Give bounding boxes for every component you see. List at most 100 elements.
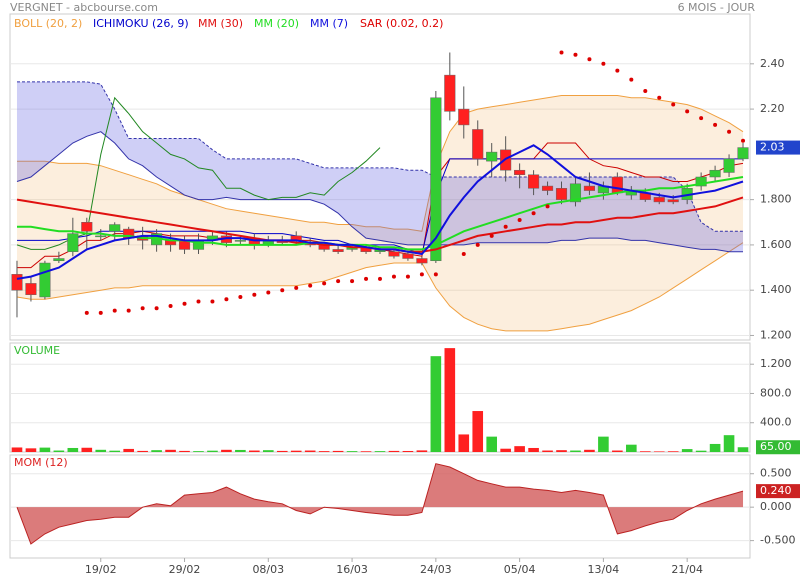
x-tick-label: 29/02 — [169, 563, 201, 576]
sar-dot — [531, 211, 536, 216]
x-tick-label: 21/04 — [671, 563, 703, 576]
volume-bar — [667, 451, 679, 452]
volume-bar — [653, 451, 665, 452]
sar-dot — [545, 204, 550, 209]
sar-dot — [280, 288, 285, 293]
volume-bar — [472, 411, 484, 452]
panel-label: MOM (12) — [14, 456, 68, 469]
sar-dot — [685, 109, 690, 114]
sar-dot — [378, 276, 382, 281]
volume-bar — [500, 448, 511, 452]
candle-body — [737, 147, 749, 160]
sar-dot — [350, 279, 355, 284]
volume-bar — [444, 348, 456, 452]
candle-body — [667, 199, 679, 203]
volume-bar — [39, 447, 51, 452]
last-volume-badge — [756, 440, 800, 455]
volume-bar — [179, 450, 190, 452]
last-price-badge — [756, 140, 800, 155]
candle-body — [583, 185, 595, 191]
volume-bar — [123, 448, 134, 452]
sar-dot — [210, 299, 215, 304]
volume-bar — [304, 450, 316, 452]
legend-entry: MM (20) — [254, 17, 299, 30]
volume-bar — [137, 450, 148, 452]
last-mom-badge — [756, 484, 800, 499]
sar-dot — [140, 306, 145, 311]
sar-dot — [489, 233, 494, 238]
volume-bar — [151, 450, 162, 452]
legend-entry: MM (30) — [198, 17, 243, 30]
volume-bar — [109, 450, 121, 452]
last-mom: 0.240 — [760, 484, 792, 497]
volume-bar — [262, 450, 274, 452]
candle-body — [723, 158, 735, 173]
last-price: 2.03 — [760, 141, 785, 154]
candle-body — [709, 169, 721, 178]
sar-dot — [475, 242, 480, 247]
volume-bar — [570, 450, 581, 452]
momentum-area — [16, 463, 744, 544]
ichimoku-cloud — [16, 81, 744, 252]
candle-body — [444, 74, 456, 112]
volume-bar — [639, 451, 651, 452]
candle-body — [695, 176, 707, 187]
volume-bar — [53, 450, 65, 452]
bollinger-upper — [17, 95, 744, 232]
kijun — [17, 158, 743, 255]
sar-dot — [573, 52, 578, 57]
volume-bar — [165, 449, 176, 452]
volume-bar — [402, 450, 414, 452]
candle-body — [39, 262, 51, 298]
volume-bar — [193, 451, 204, 452]
y-tick-label: 0.000 — [760, 500, 792, 513]
y-tick-label: 1.200 — [760, 357, 792, 370]
candle-body — [458, 108, 470, 126]
y-tick-label: 2.20 — [760, 102, 785, 115]
sar-dot — [322, 281, 327, 286]
sar-dot — [364, 276, 369, 281]
sar-dot — [336, 279, 341, 284]
x-tick-label: 13/04 — [588, 563, 620, 576]
sar-dot — [727, 129, 732, 134]
volume-bar — [276, 450, 288, 452]
sar-dot — [238, 294, 243, 299]
candle-body — [569, 183, 582, 203]
price-panel — [9, 13, 751, 341]
sar-dot — [503, 224, 508, 229]
sar-dot — [419, 272, 424, 277]
volume-bar — [416, 450, 428, 452]
candle-body — [486, 151, 498, 162]
volume-bar — [709, 443, 721, 452]
momentum-line — [16, 463, 744, 545]
candle-body — [402, 253, 414, 259]
sar-dot — [657, 95, 662, 100]
bollinger-lower — [16, 242, 744, 332]
bollinger-band — [16, 95, 744, 331]
volume-bar — [695, 450, 707, 452]
candle-body — [332, 249, 344, 252]
volume-bar — [514, 446, 525, 452]
legend-entry: ICHIMOKU (26, 9) — [93, 17, 189, 30]
candle-body — [416, 258, 428, 264]
y-tick-label: 1.800 — [760, 193, 792, 206]
candle-body — [67, 233, 79, 252]
panel-label: VOLUME — [14, 344, 60, 357]
volume-bar — [556, 450, 567, 452]
volume-bar — [458, 434, 470, 452]
candle-body — [430, 97, 442, 262]
x-tick-label: 05/04 — [504, 563, 536, 576]
sar-dot — [643, 88, 648, 93]
sar-dot — [699, 116, 704, 121]
sar-dot — [517, 218, 522, 223]
sar-dot — [252, 292, 257, 297]
volume-bar — [290, 450, 302, 452]
candle-body — [514, 169, 526, 175]
sar-dot — [182, 301, 187, 306]
volume-bar — [346, 451, 358, 452]
candle-body — [234, 240, 246, 242]
volume-bar — [221, 449, 232, 452]
volume-bar — [207, 450, 218, 452]
candle-body — [472, 129, 484, 160]
volume-bar — [11, 447, 23, 452]
